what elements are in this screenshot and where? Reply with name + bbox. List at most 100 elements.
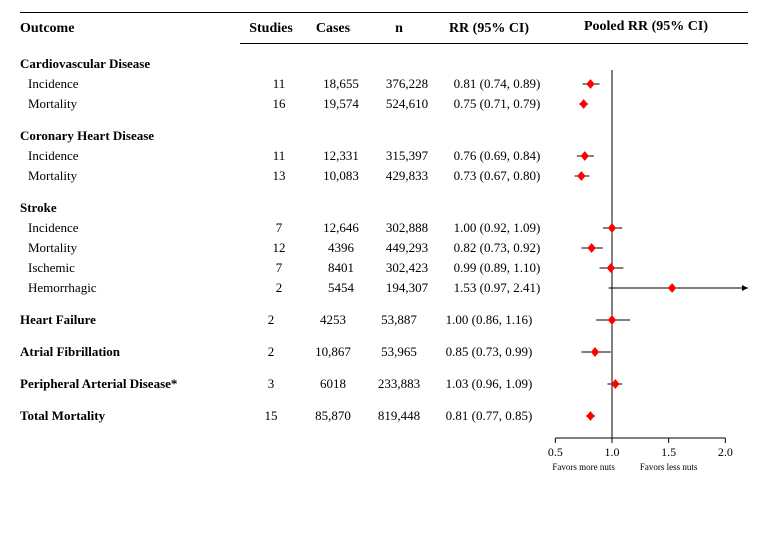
rr-value: 0.75 (0.71, 0.79) (442, 96, 552, 112)
outcome-label: Peripheral Arterial Disease* (20, 376, 240, 392)
n-value: 194,307 (372, 280, 442, 296)
table-row: Incidence712,646302,8881.00 (0.92, 1.09) (20, 218, 748, 238)
cases-value: 8401 (310, 260, 372, 276)
plot-cell (552, 94, 748, 114)
outcome-sub-label: Mortality (20, 96, 248, 112)
plot-cell (552, 238, 748, 258)
studies-value: 11 (248, 148, 310, 164)
table-row: Hemorrhagic25454194,3071.53 (0.97, 2.41) (20, 278, 748, 298)
svg-text:0.5: 0.5 (548, 445, 563, 459)
outcome-sub-label: Incidence (20, 148, 248, 164)
rr-value: 0.99 (0.89, 1.10) (442, 260, 552, 276)
cases-value: 12,646 (310, 220, 372, 236)
forest-plot-table: { "headers":{ "outcome":"Outcome", "stud… (0, 0, 768, 539)
outcome-label: Atrial Fibrillation (20, 344, 240, 360)
svg-text:Favors less nuts: Favors less nuts (640, 462, 698, 472)
outcome-sub-label: Incidence (20, 220, 248, 236)
cases-value: 10,083 (310, 168, 372, 184)
cases-value: 4253 (302, 312, 364, 328)
rr-value: 1.53 (0.97, 2.41) (442, 280, 552, 296)
table-row: Heart Failure2425353,8871.00 (0.86, 1.16… (20, 310, 748, 330)
outcome-sub-label: Incidence (20, 76, 248, 92)
n-value: 429,833 (372, 168, 442, 184)
rr-value: 0.76 (0.69, 0.84) (442, 148, 552, 164)
n-value: 53,965 (364, 344, 434, 360)
n-value: 302,423 (372, 260, 442, 276)
hdr-n: n (364, 21, 434, 37)
plot-cell (544, 310, 748, 330)
outcome-group-label: Cardiovascular Disease (20, 56, 240, 72)
table-row: Atrial Fibrillation210,86753,9650.85 (0.… (20, 342, 748, 362)
n-value: 376,228 (372, 76, 442, 92)
n-value: 53,887 (364, 312, 434, 328)
table-row: Mortality1310,083429,8330.73 (0.67, 0.80… (20, 166, 748, 186)
svg-text:1.0: 1.0 (605, 445, 620, 459)
header-row: Outcome Studies Cases n RR (95% CI) Pool… (20, 19, 748, 39)
hdr-rr: RR (95% CI) (434, 21, 544, 37)
outcome-group-label: Stroke (20, 200, 240, 216)
cases-value: 19,574 (310, 96, 372, 112)
table-row: Mortality1619,574524,6100.75 (0.71, 0.79… (20, 94, 748, 114)
n-value: 524,610 (372, 96, 442, 112)
table-row: Ischemic78401302,4230.99 (0.89, 1.10) (20, 258, 748, 278)
rr-value: 1.00 (0.92, 1.09) (442, 220, 552, 236)
plot-cell (552, 146, 748, 166)
table-row: Incidence1112,331315,3970.76 (0.69, 0.84… (20, 146, 748, 166)
group-title-row: Coronary Heart Disease (20, 126, 748, 146)
plot-cell (544, 374, 748, 394)
plot-cell (552, 166, 748, 186)
table-row: Peripheral Arterial Disease*36018233,883… (20, 374, 748, 394)
studies-value: 2 (240, 344, 302, 360)
outcome-sub-label: Ischemic (20, 260, 248, 276)
outcome-label: Total Mortality (20, 408, 240, 424)
table-row: Incidence1118,655376,2280.81 (0.74, 0.89… (20, 74, 748, 94)
cases-value: 6018 (302, 376, 364, 392)
studies-value: 3 (240, 376, 302, 392)
hdr-studies: Studies (240, 21, 302, 37)
svg-text:2.0: 2.0 (718, 445, 733, 459)
cases-value: 10,867 (302, 344, 364, 360)
group-title-row: Cardiovascular Disease (20, 54, 748, 74)
plot-cell (552, 218, 748, 238)
rr-value: 0.81 (0.77, 0.85) (434, 408, 544, 424)
studies-value: 2 (240, 312, 302, 328)
rr-value: 0.81 (0.74, 0.89) (442, 76, 552, 92)
plot-cell (544, 342, 748, 362)
rr-value: 0.82 (0.73, 0.92) (442, 240, 552, 256)
cases-value: 5454 (310, 280, 372, 296)
studies-value: 7 (248, 220, 310, 236)
outcome-sub-label: Mortality (20, 168, 248, 184)
cases-value: 4396 (310, 240, 372, 256)
studies-value: 15 (240, 408, 302, 424)
plot-cell (552, 74, 748, 94)
plot-cell (552, 278, 748, 298)
table-body: Cardiovascular DiseaseIncidence1118,6553… (20, 44, 748, 438)
table-row: Mortality124396449,2930.82 (0.73, 0.92) (20, 238, 748, 258)
cases-value: 85,870 (302, 408, 364, 424)
plot-cell (544, 406, 748, 426)
cases-value: 18,655 (310, 76, 372, 92)
studies-value: 2 (248, 280, 310, 296)
rr-value: 1.03 (0.96, 1.09) (434, 376, 544, 392)
studies-value: 7 (248, 260, 310, 276)
outcome-sub-label: Hemorrhagic (20, 280, 248, 296)
table-row: Total Mortality1585,870819,4480.81 (0.77… (20, 406, 748, 426)
rr-value: 0.73 (0.67, 0.80) (442, 168, 552, 184)
group-title-row: Stroke (20, 198, 748, 218)
outcome-label: Heart Failure (20, 312, 240, 328)
studies-value: 12 (248, 240, 310, 256)
n-value: 233,883 (364, 376, 434, 392)
outcome-group-label: Coronary Heart Disease (20, 128, 240, 144)
studies-value: 13 (248, 168, 310, 184)
n-value: 302,888 (372, 220, 442, 236)
rr-value: 1.00 (0.86, 1.16) (434, 312, 544, 328)
outcome-sub-label: Mortality (20, 240, 248, 256)
cases-value: 12,331 (310, 148, 372, 164)
rr-value: 0.85 (0.73, 0.99) (434, 344, 544, 360)
plot-cell (552, 258, 748, 278)
hdr-outcome: Outcome (20, 21, 240, 37)
svg-text:Favors more nuts: Favors more nuts (552, 462, 615, 472)
n-value: 449,293 (372, 240, 442, 256)
n-value: 819,448 (364, 408, 434, 424)
n-value: 315,397 (372, 148, 442, 164)
